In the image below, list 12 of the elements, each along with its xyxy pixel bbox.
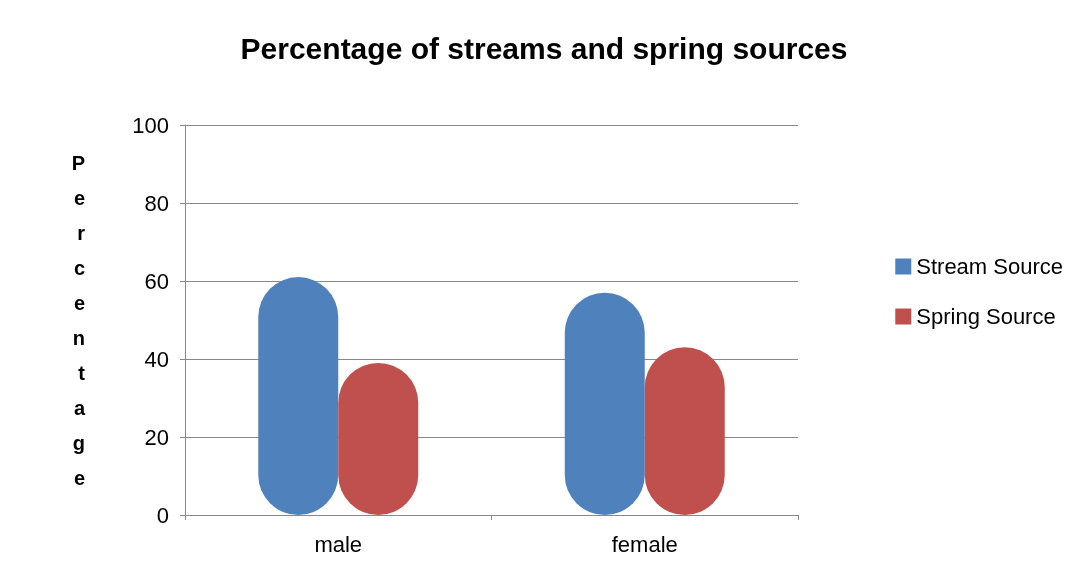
legend-label: Spring Source xyxy=(916,304,1056,329)
text: Percentage xyxy=(71,151,85,489)
legend-label: Stream Source xyxy=(916,254,1064,279)
y-tick-label: 80 xyxy=(144,190,169,216)
chart-title: Percentage of streams and spring sources xyxy=(240,31,848,65)
y-tick-label: 60 xyxy=(144,268,169,294)
x-tick-label: male xyxy=(314,531,363,557)
y-tick-label: 0 xyxy=(156,502,169,528)
x-tick-label: female xyxy=(611,531,678,557)
y-tick-label: 100 xyxy=(132,112,169,138)
y-tick-label: 40 xyxy=(144,346,169,372)
y-tick-label: 20 xyxy=(144,424,169,450)
